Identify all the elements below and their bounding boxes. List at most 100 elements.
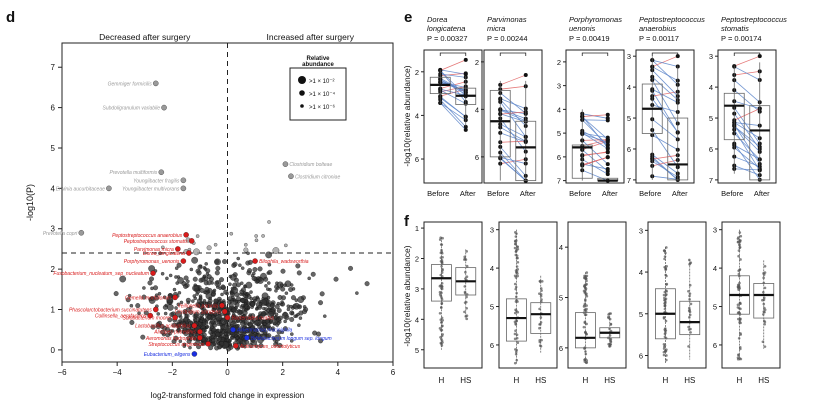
y-tick-label: 4 <box>627 83 631 92</box>
species-point <box>231 307 237 313</box>
species-point <box>197 264 203 270</box>
species-point <box>187 318 191 323</box>
species-point <box>208 345 214 351</box>
species-point <box>202 274 207 279</box>
species-point <box>159 323 165 329</box>
species-point <box>291 287 296 291</box>
data-point <box>662 342 666 346</box>
data-point <box>607 315 610 319</box>
species-point <box>192 337 197 341</box>
species-point <box>284 315 290 321</box>
data-point <box>514 300 518 303</box>
volcano-title-right: Increased after surgery <box>267 32 355 42</box>
species-point <box>160 329 166 335</box>
labeled-point <box>186 250 192 256</box>
species-point <box>243 344 247 349</box>
species-point <box>141 294 147 300</box>
x-label-after: After <box>754 189 770 198</box>
x-label-hs: HS <box>604 376 615 385</box>
pair-line <box>440 102 466 121</box>
labeled-point <box>252 258 258 264</box>
species-point <box>279 283 284 287</box>
data-point <box>514 323 518 326</box>
data-point <box>664 329 668 332</box>
data-point <box>515 358 519 362</box>
labeled-point <box>106 185 112 192</box>
species-point <box>243 247 249 253</box>
x-label-h: H <box>439 376 445 385</box>
data-point <box>662 293 666 297</box>
x-label-hs: HS <box>460 376 471 385</box>
labeled-point <box>183 232 189 238</box>
labeled-point <box>191 351 198 357</box>
pair-line <box>652 59 678 67</box>
subplot-frame <box>721 221 781 369</box>
data-point <box>663 332 667 336</box>
y-tick-label: 6 <box>51 104 56 113</box>
data-point <box>464 270 467 274</box>
species-point <box>272 247 280 254</box>
species-point <box>192 276 198 282</box>
y-tick-label: 5 <box>559 294 563 303</box>
species-point <box>323 314 327 318</box>
legend-title-2: abundance <box>302 62 334 68</box>
species-point <box>316 331 321 337</box>
y-tick-label: 3 <box>490 226 494 235</box>
species-point <box>183 283 189 289</box>
data-point <box>513 311 517 315</box>
data-point <box>538 292 541 295</box>
species-point <box>198 277 204 283</box>
pair-line <box>733 125 761 148</box>
species-point <box>250 301 256 307</box>
species-point <box>240 303 245 308</box>
species-point <box>189 267 194 272</box>
data-point <box>440 284 444 288</box>
x-label-after: After <box>602 189 618 198</box>
data-point <box>688 283 692 287</box>
point-label: Clostridium scindens <box>175 310 222 316</box>
labeled-point <box>161 104 167 111</box>
taxon-species: micra <box>487 24 505 33</box>
species-point <box>180 325 185 330</box>
pair-line <box>500 140 526 143</box>
species-point <box>217 344 223 350</box>
y-tick-label: 4 <box>713 264 717 273</box>
pair-line <box>440 73 466 78</box>
point-label: Lactobacillus acidophilus <box>135 324 191 330</box>
data-point <box>608 343 612 346</box>
species-point <box>228 306 233 310</box>
x-label-after: After <box>672 189 688 198</box>
species-point <box>183 311 187 315</box>
data-point <box>513 332 517 336</box>
species-point <box>242 314 248 320</box>
data-point <box>664 251 667 255</box>
data-point <box>662 353 666 357</box>
species-point <box>162 295 167 300</box>
species-point <box>266 333 272 339</box>
species-point <box>293 314 297 318</box>
y-tick-label: 5 <box>709 114 713 123</box>
data-point <box>465 275 469 279</box>
y-tick-label: 6 <box>559 344 563 353</box>
point-label: Parvimonas micra <box>134 247 174 253</box>
data-point <box>516 260 520 264</box>
data-point <box>538 326 541 330</box>
species-point <box>183 275 189 281</box>
species-point <box>216 336 222 342</box>
y-tick-label: 3 <box>415 285 419 294</box>
species-point <box>333 276 339 282</box>
species-point <box>220 317 228 325</box>
species-point <box>267 269 273 275</box>
y-tick-label: 3 <box>709 52 713 61</box>
species-point <box>154 295 160 301</box>
x-tick-label: 6 <box>391 368 396 377</box>
species-point <box>169 312 175 318</box>
labeled-point <box>158 169 165 175</box>
species-point <box>280 268 286 274</box>
species-point <box>193 318 198 322</box>
data-point <box>582 325 586 329</box>
labeled-point <box>150 270 156 276</box>
species-point <box>264 284 268 288</box>
